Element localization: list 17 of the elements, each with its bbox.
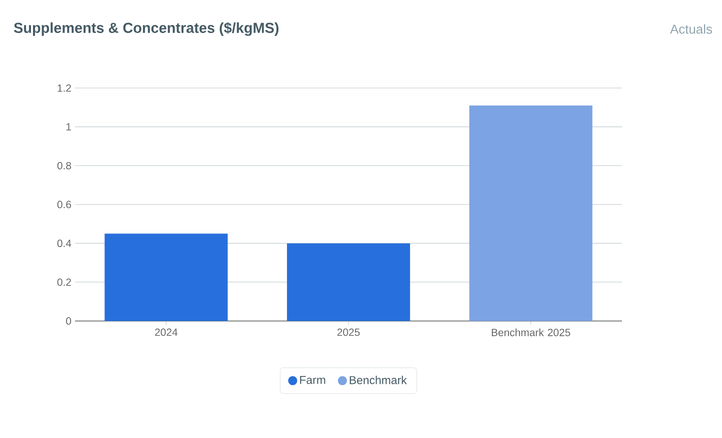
y-tick-label: 0 [66,317,72,325]
legend-label: Benchmark [350,376,407,384]
y-tick-label: 1 [66,123,71,130]
y-tick-label: 0.2 [57,278,71,286]
bar [104,234,228,321]
y-tick-label: 0.6 [57,200,72,208]
chart-title: Supplements & Concentrates ($/kgMS) [14,22,278,36]
bar [469,105,592,321]
legend-label: Farm [300,376,326,384]
bar [286,243,410,321]
y-tick-label: 1.2 [58,84,71,92]
y-tick-label: 0.4 [57,240,72,248]
x-tick-label: 2025 [337,328,360,336]
y-tick-label: 0.8 [57,162,72,170]
text: Actuals [670,24,712,34]
x-tick-label: Benchmark 2025 [492,328,570,336]
x-tick-label: 2024 [155,328,178,336]
